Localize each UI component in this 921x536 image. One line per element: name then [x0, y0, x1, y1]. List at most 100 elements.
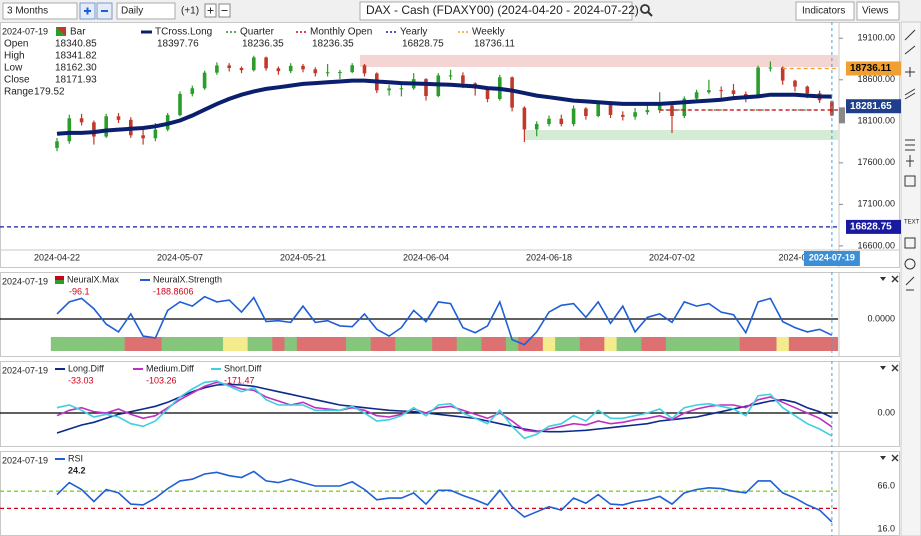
- info-value: 18171.93: [55, 75, 97, 86]
- signal-strip: [715, 337, 728, 351]
- candle-body: [448, 75, 453, 77]
- signal-strip: [358, 337, 371, 351]
- tool-channel[interactable]: [904, 88, 916, 100]
- candle-body: [584, 108, 588, 117]
- legend-value: 24.2: [68, 465, 86, 475]
- candle-body: [141, 135, 145, 139]
- legend-value: 18236.35: [242, 39, 284, 50]
- indicator-line: [56, 470, 833, 523]
- symbol-box[interactable]: [359, 1, 633, 21]
- signal-strip: [788, 337, 802, 351]
- tool-vline[interactable]: [906, 155, 914, 167]
- panel-close-icon[interactable]: [891, 275, 899, 283]
- signal-strip: [382, 337, 396, 351]
- signal-strip: [407, 337, 421, 351]
- signal-strip: [223, 337, 236, 351]
- signal-strip: [665, 337, 679, 351]
- views-button[interactable]: [856, 1, 900, 21]
- candle-body: [116, 116, 121, 120]
- candle-body: [707, 90, 711, 93]
- tool-text-icon: TEXT: [904, 220, 920, 226]
- signal-strip: [370, 337, 384, 351]
- x-tick-label: 2024-06-18: [526, 252, 572, 262]
- panel-frame: [0, 361, 900, 447]
- legend-value: 16828.75: [402, 39, 444, 50]
- x-tick-label: 2024-07-19: [809, 252, 855, 262]
- indicator-line: [56, 295, 833, 346]
- candle-body: [55, 141, 59, 148]
- signal-strip: [75, 337, 89, 351]
- signal-strip: [136, 337, 150, 351]
- legend-label: Quarter: [240, 27, 275, 38]
- candle-body: [547, 118, 551, 124]
- price-marker: [846, 219, 901, 234]
- tool-ray[interactable]: [904, 45, 916, 55]
- tool-fib[interactable]: [905, 139, 915, 151]
- panel-menu-icon: [880, 456, 886, 460]
- signal-strip: [751, 337, 765, 351]
- legend-swatch-half: [56, 27, 66, 36]
- signal-strip: [432, 337, 445, 351]
- tool-icons: [904, 29, 916, 291]
- info-label: Range: [4, 87, 34, 98]
- panel-close-icon[interactable]: [891, 454, 899, 462]
- candle-body: [288, 65, 293, 72]
- signal-strip: [592, 337, 605, 351]
- candle-body: [227, 65, 231, 69]
- tool-pen[interactable]: [905, 276, 915, 291]
- indicators-button[interactable]: [795, 1, 855, 21]
- candle-body: [657, 105, 662, 111]
- info-value: 18341.82: [55, 51, 97, 62]
- candle-body: [338, 72, 342, 74]
- panel-close-icon[interactable]: [891, 364, 899, 372]
- signal-strip: [296, 337, 310, 351]
- signal-strip: [112, 337, 125, 351]
- signal-strip: [604, 337, 617, 351]
- signal-strip: [247, 337, 261, 351]
- legend-value: 18736.11: [474, 39, 515, 50]
- y-tick-label: 0.00: [877, 407, 895, 417]
- candle-body: [276, 68, 281, 72]
- legend-value: -96.1: [69, 286, 90, 296]
- signal-strip: [272, 337, 285, 351]
- signal-strip: [493, 337, 507, 351]
- period-select[interactable]: [2, 2, 78, 20]
- legend-label: Bar: [70, 27, 86, 38]
- candle-body: [387, 88, 391, 91]
- plus-icon: [207, 7, 214, 14]
- tool-circle[interactable]: [904, 258, 916, 270]
- info-label: Close: [4, 75, 30, 86]
- tool-rect[interactable]: [904, 175, 916, 187]
- y-tick-label: 16600.00: [857, 240, 895, 250]
- panel-date: 2024-07-19: [2, 26, 48, 36]
- panel-frame: [0, 22, 900, 268]
- signal-strip: [616, 337, 630, 351]
- signal-strip: [395, 337, 408, 351]
- tool-box[interactable]: [904, 237, 916, 249]
- last-bar-marker: [839, 107, 845, 124]
- tool-cross[interactable]: [905, 67, 915, 77]
- candle-body: [633, 112, 637, 117]
- candle-body: [325, 72, 330, 74]
- candle-body: [768, 67, 773, 69]
- candle-body: [731, 90, 736, 94]
- tool-line[interactable]: [904, 29, 916, 41]
- panel-date: 2024-07-19: [2, 276, 48, 286]
- candle-body: [424, 79, 428, 96]
- panel-date: 2024-07-19: [2, 455, 48, 465]
- legend-value: -188.8606: [153, 286, 194, 296]
- signal-strip: [702, 337, 716, 351]
- signal-strip: [776, 337, 790, 351]
- candle-body: [719, 90, 723, 92]
- y-tick-label: 17100.00: [857, 199, 895, 209]
- candle-body: [559, 118, 564, 125]
- info-value: 18162.30: [55, 63, 97, 74]
- interval-select[interactable]: [116, 2, 176, 20]
- symbol-title: DAX - Cash (FDAXY00) (2024-04-20 - 2024-…: [366, 3, 639, 17]
- plot-area: [0, 470, 838, 523]
- signal-strip: [161, 337, 175, 351]
- candle-body: [264, 57, 268, 69]
- price-marker: [846, 99, 901, 114]
- search-icon[interactable]: [640, 4, 650, 14]
